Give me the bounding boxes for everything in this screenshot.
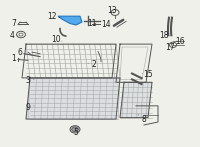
Text: 18: 18 <box>159 31 169 40</box>
Text: 6: 6 <box>18 48 22 57</box>
Text: 17: 17 <box>165 42 175 52</box>
Text: 8: 8 <box>142 115 146 124</box>
Polygon shape <box>120 82 152 118</box>
Polygon shape <box>26 78 120 119</box>
Text: 1: 1 <box>12 54 16 63</box>
Text: 9: 9 <box>26 103 30 112</box>
Text: 10: 10 <box>51 35 61 44</box>
Text: 14: 14 <box>101 20 111 30</box>
Text: 2: 2 <box>92 60 96 69</box>
Text: 13: 13 <box>107 6 117 15</box>
Circle shape <box>70 126 80 133</box>
Text: 7: 7 <box>12 19 16 28</box>
Text: 16: 16 <box>175 37 185 46</box>
Text: 5: 5 <box>74 128 78 137</box>
Text: 11: 11 <box>87 19 97 28</box>
Text: 4: 4 <box>10 31 14 40</box>
Text: 12: 12 <box>47 12 57 21</box>
Polygon shape <box>58 16 82 25</box>
Text: 15: 15 <box>143 70 153 80</box>
Polygon shape <box>72 127 78 132</box>
Text: 3: 3 <box>26 76 30 85</box>
